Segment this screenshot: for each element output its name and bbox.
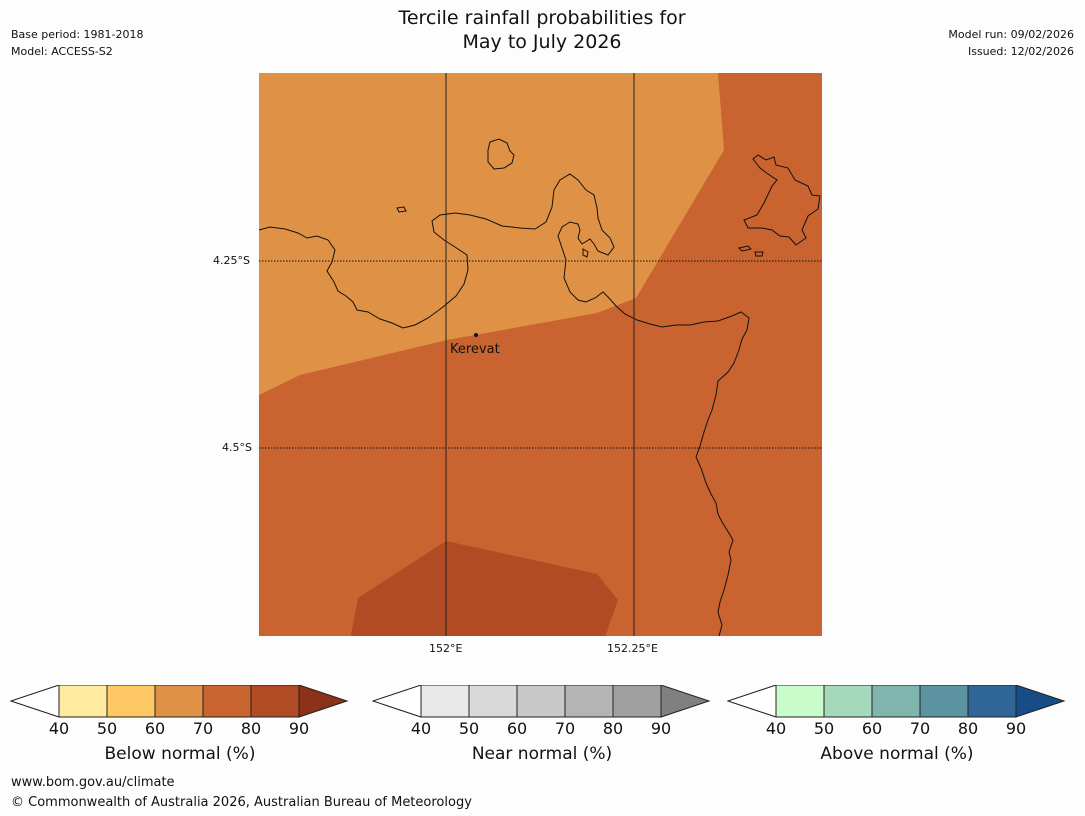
colorbar-below-normal-under-arrow: [10, 685, 60, 718]
place-label-kerevat: Kerevat: [450, 342, 500, 357]
colorbar-below-normal-label: Below normal (%): [104, 744, 256, 764]
colorbar-near-normal-segment-2: [516, 685, 566, 718]
colorbar-near-normal-tick-70: 70: [554, 719, 576, 738]
colorbar-below-normal-segment-3: [202, 685, 252, 718]
colorbar-below-normal-segment-1: [106, 685, 156, 718]
footer-url[interactable]: www.bom.gov.au/climate: [11, 775, 175, 790]
colorbar-near-normal-segment-1: [468, 685, 518, 718]
colorbar-above-normal-over-arrow: [1015, 685, 1066, 718]
colorbar-near-normal: Near normal (%) 40 50 60 70 80 90: [372, 685, 712, 775]
colorbar-near-normal-tick-50: 50: [458, 719, 480, 738]
lon-label-152: 152°E: [429, 642, 463, 655]
lon-label-152-25: 152.25°E: [607, 642, 658, 655]
colorbar-below-normal-tick-70: 70: [192, 719, 214, 738]
colorbar-below-normal-tick-60: 60: [144, 719, 166, 738]
colorbar-below-normal-scale: [10, 685, 349, 718]
metadata-right: Model run: 09/02/2026 Issued: 12/02/2026: [948, 26, 1074, 60]
colorbar-near-normal-tick-40: 40: [410, 719, 432, 738]
colorbar-near-normal-over-arrow: [660, 685, 711, 718]
probability-map: [259, 73, 822, 636]
colorbar-near-normal-label: Near normal (%): [471, 744, 613, 764]
colorbar-near-normal-tick-80: 80: [602, 719, 624, 738]
coastline-main: [259, 173, 750, 636]
coastline-islet-east: [738, 245, 752, 252]
coastline-islet-east-2: [754, 251, 764, 257]
colorbar-above-normal-tick-40: 40: [765, 719, 787, 738]
model-run-text: Model run: 09/02/2026: [948, 28, 1074, 41]
footer-copyright: © Commonwealth of Australia 2026, Austra…: [11, 795, 472, 810]
colorbar-below-normal-tick-40: 40: [48, 719, 70, 738]
colorbar-above-normal: Above normal (%) 40 50 60 70 80 90: [727, 685, 1067, 775]
colorbar-near-normal-segment-3: [564, 685, 614, 718]
probability-region-50-60: [259, 73, 724, 395]
colorbar-above-normal-tick-50: 50: [813, 719, 835, 738]
colorbar-near-normal-segment-4: [612, 685, 662, 718]
colorbar-below-normal-tick-50: 50: [96, 719, 118, 738]
base-period-text: Base period: 1981-2018: [11, 28, 144, 41]
colorbar-below-normal-segment-0: [58, 685, 108, 718]
colorbar-below-normal-segment-2: [154, 685, 204, 718]
title-line-1: Tercile rainfall probabilities for: [398, 7, 686, 29]
colorbar-near-normal-scale: [372, 685, 711, 718]
coastline: [259, 138, 821, 636]
model-text: Model: ACCESS-S2: [11, 45, 113, 58]
colorbar-above-normal-tick-90: 90: [1005, 719, 1027, 738]
coastline-island-north: [487, 138, 515, 170]
colorbar-above-normal-scale: [727, 685, 1066, 718]
map-title: Tercile rainfall probabilities for May t…: [342, 6, 742, 54]
colorbar-near-normal-tick-60: 60: [506, 719, 528, 738]
map-area: [259, 73, 822, 636]
colorbar-above-normal-tick-60: 60: [861, 719, 883, 738]
colorbar-above-normal-under-arrow: [727, 685, 777, 718]
title-line-2: May to July 2026: [462, 31, 622, 53]
location-marker: [474, 333, 478, 337]
colorbar-above-normal-segment-2: [871, 685, 921, 718]
issued-text: Issued: 12/02/2026: [967, 45, 1074, 58]
lat-label-4-25: 4.25°S: [213, 254, 250, 267]
graticule: [259, 73, 822, 636]
colorbar-below-normal-segment-4: [250, 685, 300, 718]
colorbar-above-normal-segment-1: [823, 685, 873, 718]
colorbar-above-normal-segment-0: [775, 685, 825, 718]
colorbar-below-normal: Below normal (%) 40 50 60 70 80 90: [10, 685, 350, 775]
colorbar-near-normal-tick-90: 90: [650, 719, 672, 738]
colorbar-above-normal-tick-70: 70: [909, 719, 931, 738]
colorbar-near-normal-segment-0: [420, 685, 470, 718]
metadata-left: Base period: 1981-2018 Model: ACCESS-S2: [11, 26, 143, 60]
coastline-duke-of-york: [743, 154, 821, 246]
colorbar-above-normal-tick-80: 80: [957, 719, 979, 738]
lat-label-4-5: 4.5°S: [222, 441, 252, 454]
colorbar-below-normal-tick-80: 80: [240, 719, 262, 738]
colorbar-below-normal-tick-90: 90: [288, 719, 310, 738]
colorbar-above-normal-label: Above normal (%): [820, 744, 974, 764]
colorbar-near-normal-under-arrow: [372, 685, 422, 718]
probability-region-70-80: [350, 541, 618, 636]
colorbar-above-normal-segment-4: [967, 685, 1017, 718]
coastline-islet-bay: [582, 248, 589, 258]
coastline-islet-small: [396, 206, 407, 213]
colorbar-above-normal-segment-3: [919, 685, 969, 718]
colorbar-below-normal-over-arrow: [298, 685, 349, 718]
